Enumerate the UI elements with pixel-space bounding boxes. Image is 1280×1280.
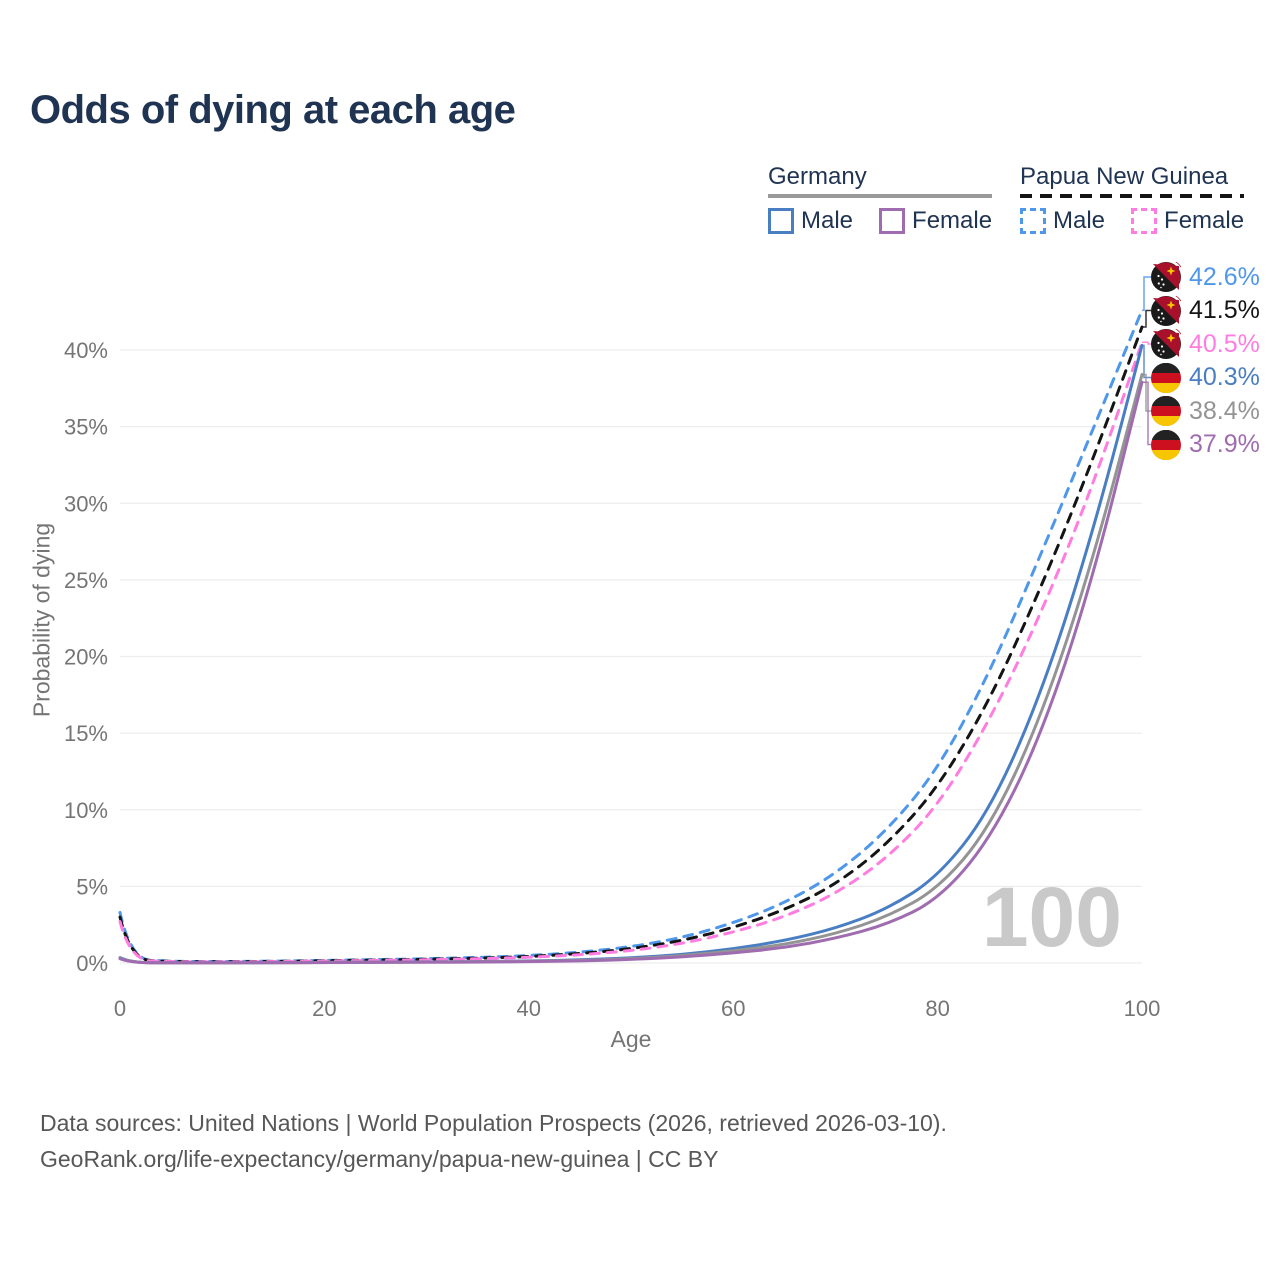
x-tick-label: 40 xyxy=(517,996,541,1021)
legend-group-papua-new-guinea: Papua New Guinea Male Female xyxy=(1020,163,1245,235)
x-tick-label: 80 xyxy=(925,996,949,1021)
legend-item-germany-male[interactable]: Male xyxy=(768,207,853,235)
legend-item-label: Male xyxy=(801,207,854,234)
png-female-swatch-icon xyxy=(1131,208,1158,234)
x-axis-title: Age xyxy=(610,1026,652,1052)
end-label-connector xyxy=(1142,341,1151,345)
legend-item-png-female[interactable]: Female xyxy=(1131,207,1244,235)
y-tick-label: 10% xyxy=(64,798,108,823)
png-male-swatch-icon xyxy=(1020,208,1046,234)
age-watermark: 100 xyxy=(982,870,1122,964)
footer: Data sources: United Nations | World Pop… xyxy=(40,1106,947,1177)
data-sources-line: Data sources: United Nations | World Pop… xyxy=(40,1110,947,1136)
x-tick-label: 60 xyxy=(721,996,745,1021)
y-tick-label: 5% xyxy=(76,874,108,899)
germany-male-swatch-icon xyxy=(768,208,794,234)
series-line-papua-new-guinea-female[interactable] xyxy=(118,340,1144,964)
series-line-papua-new-guinea-both[interactable] xyxy=(118,325,1144,964)
png-dashed-line-key-icon xyxy=(1020,194,1245,198)
y-tick-label: 15% xyxy=(64,721,108,746)
x-tick-label: 20 xyxy=(312,996,336,1021)
y-tick-label: 0% xyxy=(76,951,108,976)
x-tick-label: 100 xyxy=(1124,996,1161,1021)
legend-group-germany: Germany Male Female xyxy=(768,163,993,235)
y-tick-label: 35% xyxy=(64,415,108,440)
x-tick-label: 0 xyxy=(114,996,126,1021)
series-line-germany-female[interactable] xyxy=(118,380,1144,965)
legend-item-label: Male xyxy=(1053,207,1106,234)
legend-country-papua-new-guinea[interactable]: Papua New Guinea xyxy=(1020,163,1229,190)
y-tick-label: 40% xyxy=(64,338,108,363)
y-tick-label: 25% xyxy=(64,568,108,593)
end-label-connector xyxy=(1142,309,1151,328)
legend-item-germany-female[interactable]: Female xyxy=(879,207,992,235)
legend-item-label: Female xyxy=(1164,207,1245,234)
y-axis-title: Probability of dying xyxy=(28,522,55,718)
legend-country-germany[interactable]: Germany xyxy=(768,163,867,190)
end-label-connector xyxy=(1142,344,1151,379)
y-tick-label: 20% xyxy=(64,645,108,670)
end-label-connector xyxy=(1142,381,1151,446)
legend-item-label: Female xyxy=(912,207,993,234)
legend-item-png-male[interactable]: Male xyxy=(1020,207,1105,235)
end-label-connector xyxy=(1142,276,1151,311)
end-label-connector xyxy=(1142,373,1151,412)
footer-url-line[interactable]: GeoRank.org/life-expectancy/germany/papu… xyxy=(40,1145,719,1172)
page-title: Odds of dying at each age xyxy=(30,88,516,132)
series-line-papua-new-guinea-male[interactable] xyxy=(118,308,1144,964)
germany-female-swatch-icon xyxy=(879,208,906,234)
y-tick-label: 30% xyxy=(64,491,108,516)
germany-solid-line-key-icon xyxy=(768,194,993,198)
